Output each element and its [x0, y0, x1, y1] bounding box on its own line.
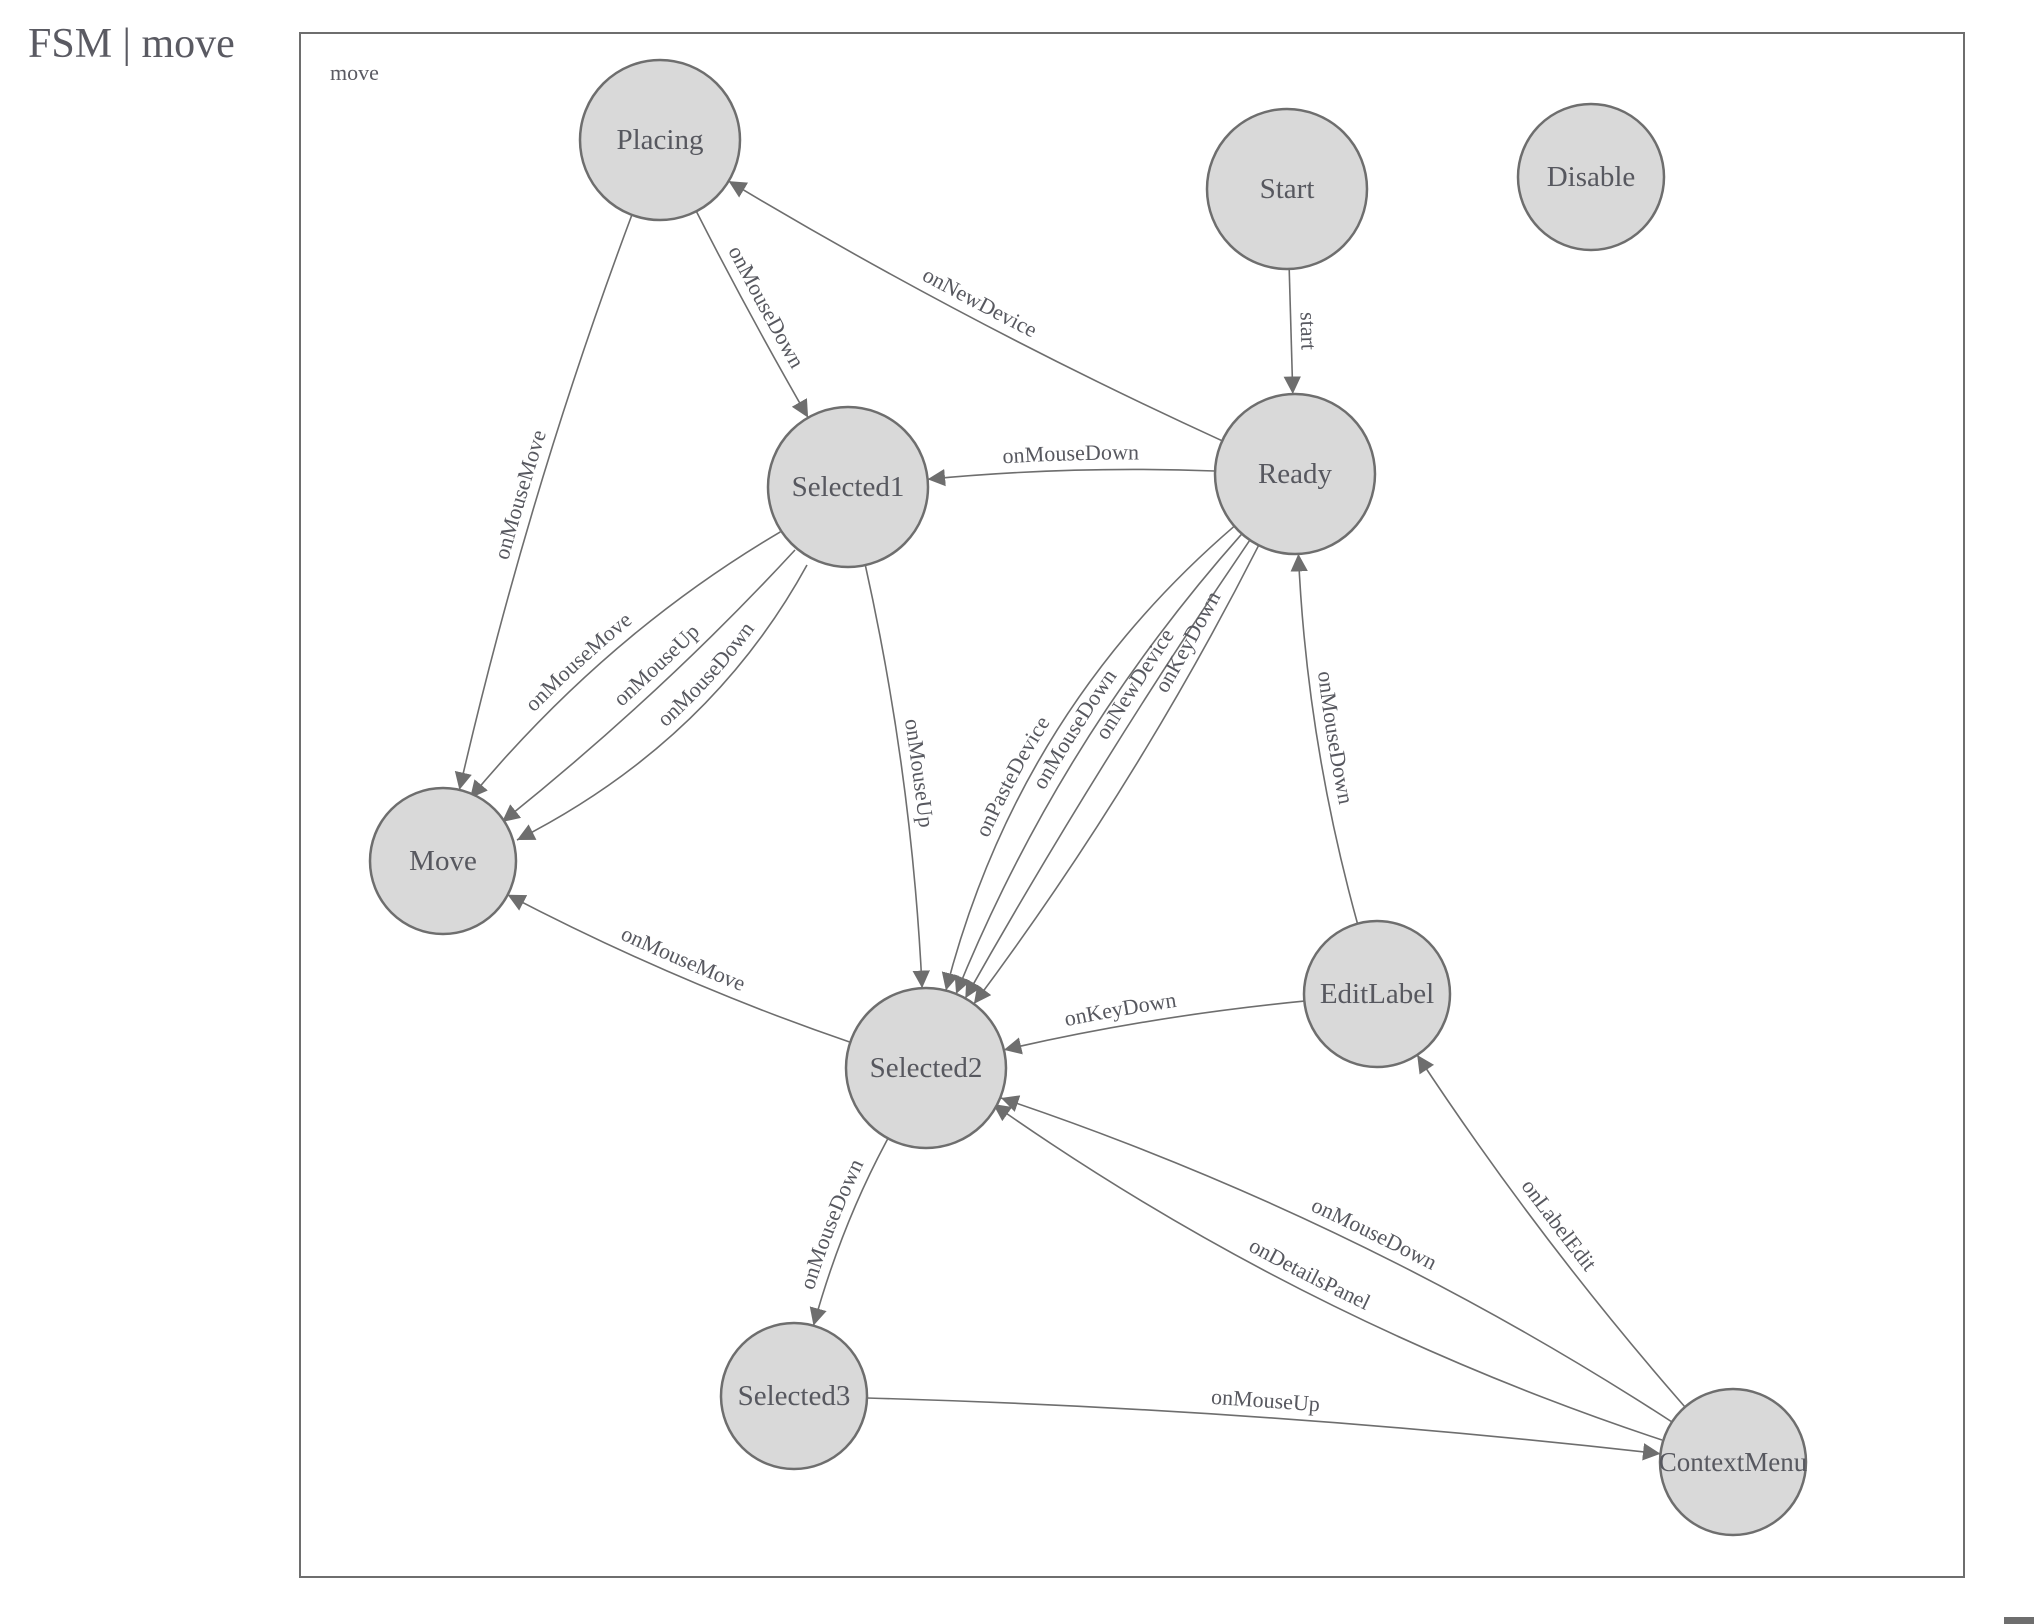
svg-text:Selected1: Selected1	[792, 471, 905, 503]
svg-text:Selected2: Selected2	[870, 1052, 983, 1084]
svg-text:onMouseUp: onMouseUp	[1210, 1384, 1320, 1417]
svg-text:Disable: Disable	[1547, 161, 1636, 193]
svg-text:move: move	[330, 60, 379, 85]
svg-text:onMouseDown: onMouseDown	[652, 617, 759, 732]
svg-text:EditLabel: EditLabel	[1320, 978, 1434, 1010]
svg-text:onDetailsPanel: onDetailsPanel	[1245, 1232, 1374, 1314]
svg-text:onLabelEdit: onLabelEdit	[1517, 1174, 1602, 1275]
svg-text:onMouseDown: onMouseDown	[723, 241, 809, 372]
svg-text:onMouseMove: onMouseMove	[489, 427, 551, 562]
svg-text:onMouseUp: onMouseUp	[900, 717, 939, 829]
svg-text:ContextMenu: ContextMenu	[1659, 1447, 1808, 1477]
svg-text:Move: Move	[409, 845, 477, 877]
svg-text:onNewDevice: onNewDevice	[919, 262, 1042, 343]
svg-text:onMouseDown: onMouseDown	[1002, 439, 1139, 468]
svg-text:Selected3: Selected3	[738, 1380, 851, 1412]
svg-text:onMouseDown: onMouseDown	[794, 1155, 868, 1292]
svg-text:onMouseDown: onMouseDown	[1313, 670, 1359, 807]
svg-text:onMouseDown: onMouseDown	[1308, 1192, 1441, 1275]
svg-text:Placing: Placing	[617, 124, 704, 156]
svg-text:start: start	[1295, 312, 1321, 351]
svg-text:onKeyDown: onKeyDown	[1062, 987, 1178, 1031]
svg-text:Ready: Ready	[1258, 458, 1333, 490]
svg-text:Start: Start	[1260, 173, 1315, 205]
